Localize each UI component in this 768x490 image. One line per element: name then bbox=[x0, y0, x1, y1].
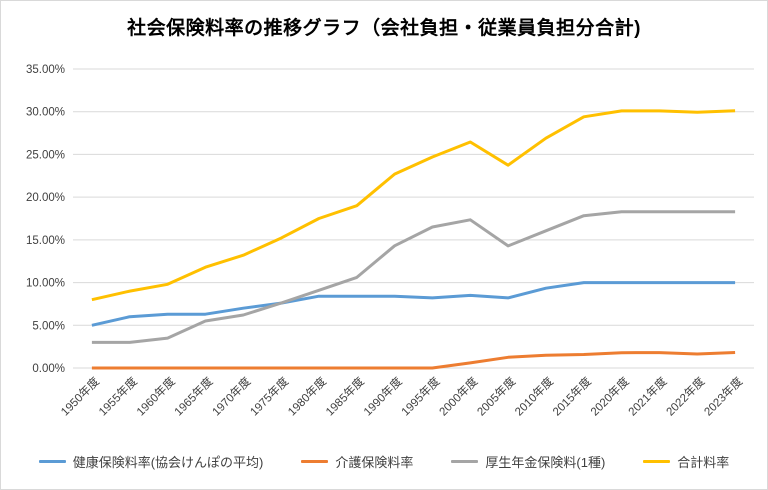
line-chart-plot: 0.00% 5.00% 10.00% 15.00% 20.00% 25.00% 30.00%… bbox=[26, 64, 754, 419]
x-axis-tick-label: 1995年度 bbox=[398, 374, 443, 419]
x-axis-tick-label: 2023年度 bbox=[701, 374, 746, 419]
legend-label: 介護保険料率 bbox=[335, 455, 414, 470]
x-axis-tick-label: 2000年度 bbox=[436, 374, 481, 419]
series-line bbox=[91, 109, 736, 302]
legend-swatch bbox=[38, 460, 66, 463]
y-axis-tick-label: 5.00% bbox=[32, 320, 65, 332]
x-axis-tick-label: 1990年度 bbox=[360, 374, 405, 419]
legend-item: 健康保険料率(協会けんぽの平均) bbox=[38, 452, 264, 471]
x-axis-tick-label: 1980年度 bbox=[285, 374, 330, 419]
legend-swatch bbox=[301, 460, 329, 463]
y-axis-tick-label: 20.00% bbox=[26, 192, 65, 204]
chart-title: 社会保険料率の推移グラフ（会社負担・従業員負担分合計) bbox=[127, 18, 641, 39]
series-line bbox=[91, 281, 736, 327]
series-line bbox=[91, 351, 736, 370]
x-axis-tick-label: 1965年度 bbox=[171, 374, 216, 419]
y-axis-tick-label: 25.00% bbox=[26, 149, 65, 161]
x-axis-tick-label: 1985年度 bbox=[323, 374, 368, 419]
y-axis-tick-label: 35.00% bbox=[26, 64, 65, 76]
x-axis-tick-label: 2005年度 bbox=[474, 374, 519, 419]
legend: 健康保険料率(協会けんぽの平均) 介護保険料率 厚生年金保険料(1種) 合計料率 bbox=[1, 452, 767, 471]
x-axis-tick-label: 1950年度 bbox=[58, 374, 103, 419]
x-axis-tick-label: 1955年度 bbox=[96, 374, 141, 419]
legend-item: 厚生年金保険料(1種) bbox=[451, 452, 605, 471]
x-axis-tick-label: 2022年度 bbox=[663, 374, 708, 419]
legend-label: 厚生年金保険料(1種) bbox=[485, 455, 606, 470]
legend-item: 合計料率 bbox=[643, 452, 729, 471]
x-axis-tick-label: 1960年度 bbox=[133, 374, 178, 419]
y-axis-tick-label: 0.00% bbox=[32, 363, 65, 375]
y-axis-tick-label: 10.00% bbox=[26, 278, 65, 290]
legend-swatch bbox=[643, 460, 671, 463]
legend-swatch bbox=[451, 460, 479, 463]
y-axis-tick-label: 30.00% bbox=[26, 107, 65, 119]
series-line bbox=[91, 210, 736, 344]
legend-item: 介護保険料率 bbox=[301, 452, 413, 471]
x-axis-tick-label: 2015年度 bbox=[550, 374, 595, 419]
x-axis-tick-label: 1975年度 bbox=[247, 374, 292, 419]
legend-label: 合計料率 bbox=[677, 455, 730, 470]
x-axis-tick-label: 2010年度 bbox=[512, 374, 557, 419]
x-axis-tick-label: 2020年度 bbox=[587, 374, 632, 419]
x-axis-tick-label: 2021年度 bbox=[625, 374, 670, 419]
y-axis-tick-label: 15.00% bbox=[26, 235, 65, 247]
x-axis-tick-label: 1970年度 bbox=[209, 374, 254, 419]
legend-label: 健康保険料率(協会けんぽの平均) bbox=[72, 455, 264, 470]
